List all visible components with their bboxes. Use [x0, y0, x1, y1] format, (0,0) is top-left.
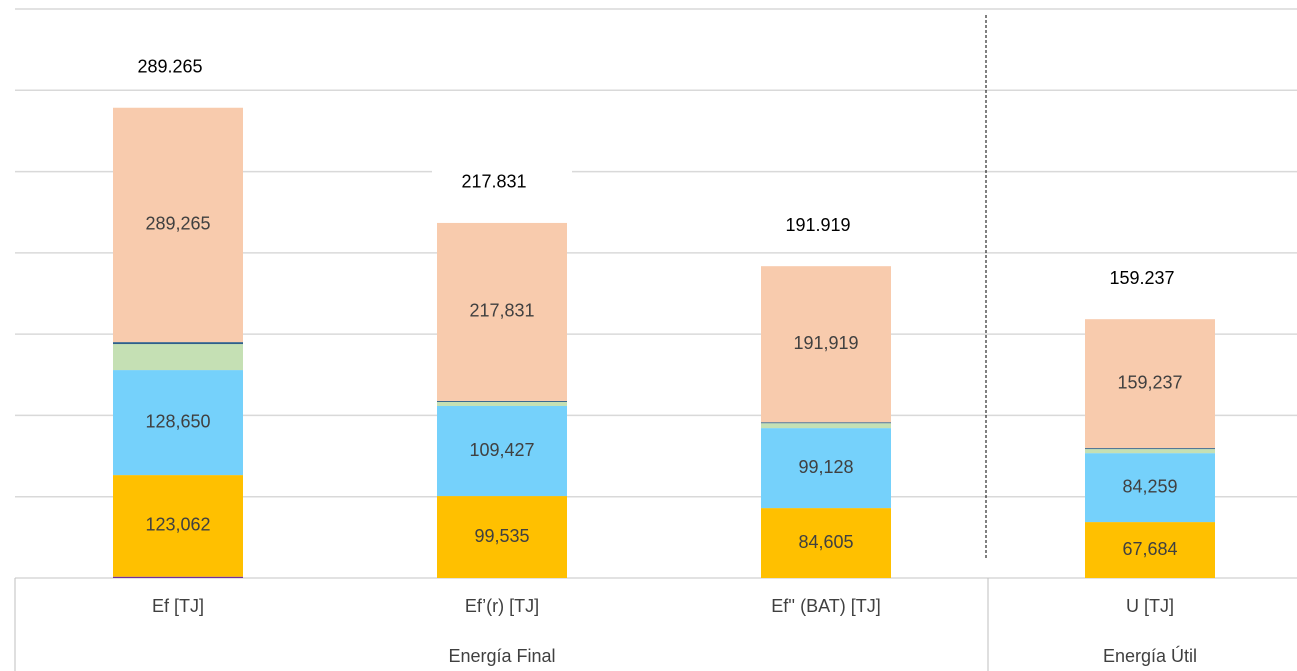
x-tick-label: U [TJ]: [1126, 596, 1174, 616]
bar-segment: [761, 423, 891, 429]
bar-segment: [437, 496, 567, 578]
segment-label: 128,650: [145, 411, 210, 431]
segment-label: 99,128: [798, 457, 853, 477]
bar-segment: [437, 400, 567, 402]
segment-label: 109,427: [469, 440, 534, 460]
segment-label: 67,684: [1122, 539, 1177, 559]
total-label: 217.831: [461, 172, 526, 192]
bar-segment: [1085, 453, 1215, 523]
segment-label: 159,237: [1117, 372, 1182, 392]
total-label-bg: [1080, 263, 1220, 296]
segment-label: 99,535: [474, 526, 529, 546]
bar-segment: [113, 370, 243, 476]
total-label: 159.237: [1109, 268, 1174, 288]
segment-label: 289,265: [145, 214, 210, 234]
bar-segment: [1085, 522, 1215, 578]
segment-label: 191,919: [793, 333, 858, 353]
bar-segment: [1085, 448, 1215, 450]
total-label-bg: [432, 166, 572, 199]
bar-segment: [1085, 319, 1215, 449]
bar-segment: [761, 422, 891, 424]
x-tick-label: Ef’(r) [TJ]: [465, 596, 539, 616]
group-label: Energía Final: [448, 646, 555, 666]
segment-label: 217,831: [469, 301, 534, 321]
bar-segment: [113, 344, 243, 371]
total-label-bg: [756, 210, 896, 243]
x-tick-label: Ef [TJ]: [152, 596, 204, 616]
bar-segment: [761, 428, 891, 509]
bar-segment: [1085, 449, 1215, 454]
bar-segment: [113, 107, 243, 343]
segment-label: 84,259: [1122, 476, 1177, 496]
bar-segment: [437, 222, 567, 401]
total-label: 191.919: [785, 215, 850, 235]
segment-label: 84,605: [798, 532, 853, 552]
bar-segment: [113, 475, 243, 577]
segment-label: 123,062: [145, 515, 210, 535]
bar-segment: [761, 508, 891, 578]
bar-segment: [761, 266, 891, 423]
bar-segment: [113, 576, 243, 578]
bar-segment: [113, 342, 243, 345]
total-label: 289.265: [137, 56, 202, 76]
group-label: Energía Útil: [1103, 645, 1197, 666]
bar-segment: [437, 401, 567, 406]
total-label-bg: [108, 51, 248, 84]
x-tick-label: Ef'' (BAT) [TJ]: [771, 596, 881, 616]
bar-segment: [437, 405, 567, 497]
